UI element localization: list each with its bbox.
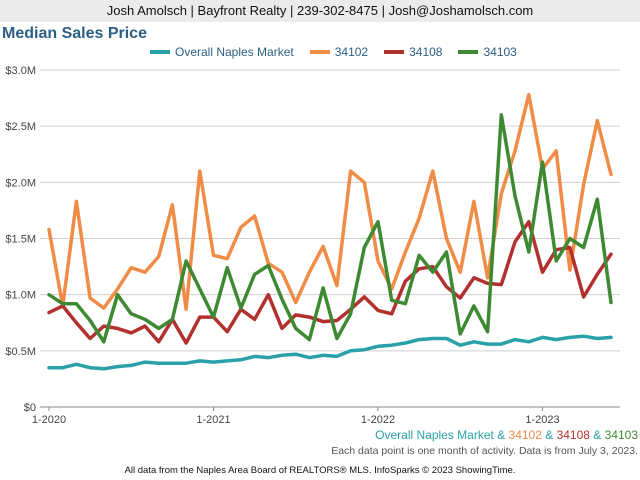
legend-swatch: [458, 50, 479, 54]
legend-label: Overall Naples Market: [175, 45, 294, 59]
footer-legend-part: Overall Naples Market: [375, 428, 494, 442]
chart-legend: Overall Naples Market 34102 34108 34103: [150, 45, 533, 59]
contact-header: Josh Amolsch | Bayfront Realty | 239-302…: [0, 0, 640, 22]
series-line-34108: [47, 219, 613, 345]
legend-item: 34103: [458, 45, 517, 59]
y-tick-label: $1.0M: [5, 290, 36, 302]
median-sales-price-chart: $0 $0.5M $1.0M $1.5M $2.0M $2.5M $3.0M 1-2020 1-…: [5, 65, 620, 425]
legend-swatch: [384, 50, 405, 54]
footer-legend-part: 34103: [604, 428, 638, 442]
series-line-34103: [47, 113, 613, 344]
chart-title: Median Sales Price: [2, 25, 147, 42]
y-tick-label: $3.0M: [5, 65, 36, 77]
data-attribution: All data from the Naples Area Board of R…: [124, 465, 516, 476]
footer-legend-part: &: [589, 428, 605, 442]
x-tick-label: 1-2021: [196, 414, 230, 425]
footer-series-legend: Overall Naples Market & 34102 & 34108 & …: [375, 428, 638, 442]
legend-swatch: [309, 50, 330, 54]
footer-legend-part: 34102: [508, 428, 542, 442]
y-tick-label: $2.0M: [5, 177, 36, 189]
y-tick-label: $1.5M: [5, 234, 36, 246]
legend-item: 34102: [309, 45, 369, 59]
legend-label: 34102: [334, 45, 369, 59]
y-tick-label: $0.5M: [5, 346, 36, 358]
series-line-34102: [47, 92, 613, 312]
footer-note: Each data point is one month of activity…: [331, 445, 638, 457]
y-tick-label: $2.5M: [5, 121, 36, 133]
x-tick-label: 1-2022: [361, 414, 395, 425]
legend-item: Overall Naples Market: [150, 45, 294, 59]
y-tick-label: $0: [24, 402, 36, 414]
contact-header-text: Josh Amolsch | Bayfront Realty | 239-302…: [106, 3, 534, 18]
legend-label: 34103: [483, 45, 517, 59]
legend-swatch: [150, 50, 170, 54]
footer-legend-part: &: [541, 428, 557, 442]
footer-legend-part: &: [493, 428, 509, 442]
x-tick-label: 1-2023: [525, 414, 559, 425]
footer-legend-part: 34108: [556, 428, 590, 442]
series-line-overall-naples-market: [47, 334, 613, 371]
x-tick-label: 1-2020: [32, 414, 66, 425]
legend-label: 34108: [409, 45, 443, 59]
legend-item: 34108: [384, 45, 442, 59]
